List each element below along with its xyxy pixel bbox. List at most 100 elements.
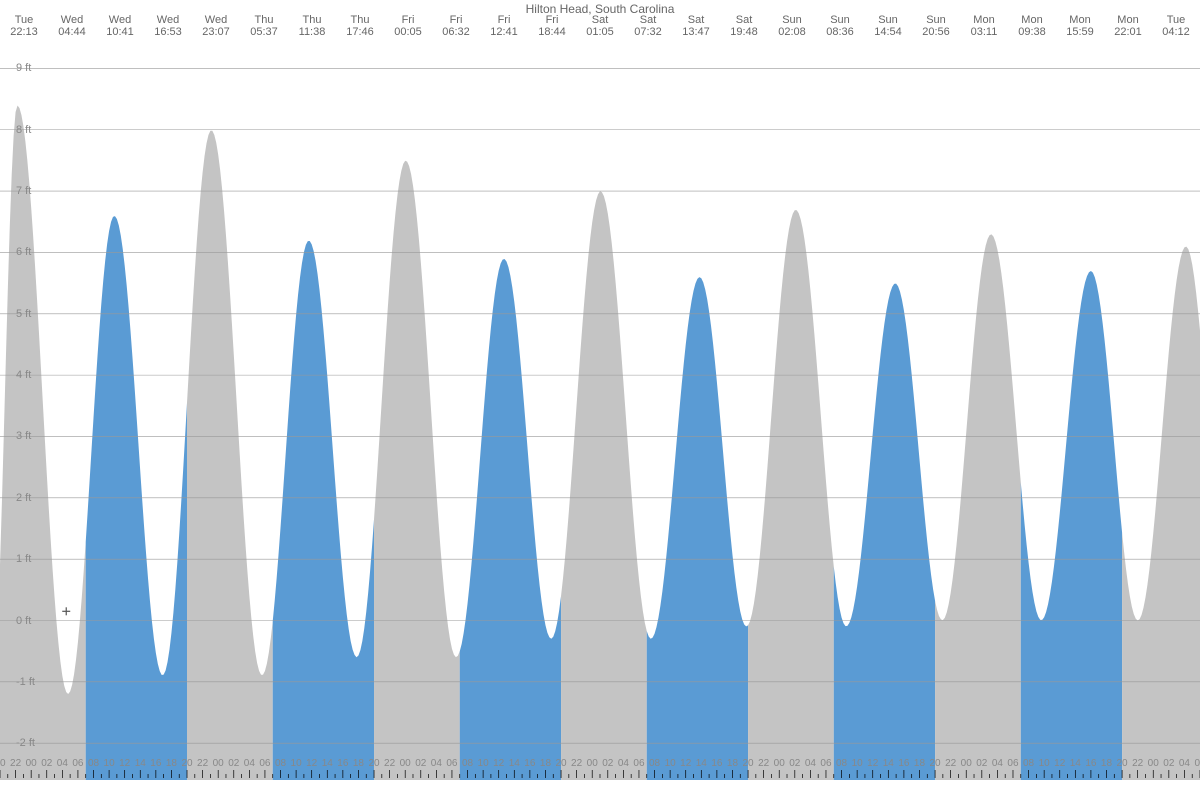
- x-tick-label: 08: [88, 758, 100, 769]
- x-tick-label: 10: [1039, 758, 1051, 769]
- x-tick-label: 02: [415, 758, 427, 769]
- header-event-day: Sat: [720, 14, 768, 26]
- header-event-time: 04:44: [48, 26, 96, 38]
- header-event: Wed16:53: [144, 14, 192, 38]
- header-event-day: Sun: [768, 14, 816, 26]
- x-tick-label: 00: [961, 758, 973, 769]
- x-tick-label: 22: [1132, 758, 1144, 769]
- header-event-time: 01:05: [576, 26, 624, 38]
- x-tick-label: 08: [836, 758, 848, 769]
- x-tick-label: 08: [462, 758, 474, 769]
- header-event-day: Thu: [336, 14, 384, 26]
- header-event: Wed10:41: [96, 14, 144, 38]
- header-event-day: Fri: [384, 14, 432, 26]
- x-tick-label: 04: [244, 758, 256, 769]
- header-event-time: 06:32: [432, 26, 480, 38]
- x-tick-label: 22: [384, 758, 396, 769]
- header-event-day: Sun: [816, 14, 864, 26]
- x-tick-label: 04: [57, 758, 69, 769]
- header-event: Fri18:44: [528, 14, 576, 38]
- y-tick-label: 4 ft: [16, 369, 31, 381]
- header-event-time: 18:44: [528, 26, 576, 38]
- x-tick-label: 10: [104, 758, 116, 769]
- header-event-day: Mon: [1104, 14, 1152, 26]
- tide-area-night: [561, 191, 647, 780]
- x-tick-label: 02: [1163, 758, 1175, 769]
- x-tick-label: 16: [711, 758, 723, 769]
- x-tick-label: 12: [493, 758, 505, 769]
- tide-area-night: [187, 131, 273, 780]
- x-tick-label: 20: [368, 758, 380, 769]
- header-event: Wed23:07: [192, 14, 240, 38]
- x-tick-label: 12: [119, 758, 131, 769]
- x-tick-label: 14: [696, 758, 708, 769]
- header-event-time: 09:38: [1008, 26, 1056, 38]
- header-event-day: Sun: [912, 14, 960, 26]
- x-tick-label: 16: [898, 758, 910, 769]
- header-event-day: Sun: [864, 14, 912, 26]
- x-tick-label: 02: [41, 758, 53, 769]
- x-tick-label: 14: [883, 758, 895, 769]
- x-tick-label: 16: [524, 758, 536, 769]
- y-tick-label: 8 ft: [16, 124, 31, 136]
- header-event: Thu11:38: [288, 14, 336, 38]
- header-event: Thu05:37: [240, 14, 288, 38]
- header-event-day: Sat: [624, 14, 672, 26]
- header-event-time: 15:59: [1056, 26, 1104, 38]
- x-tick-label: 06: [72, 758, 84, 769]
- x-tick-label: 00: [26, 758, 38, 769]
- header-event-time: 08:36: [816, 26, 864, 38]
- x-tick-label: 22: [197, 758, 209, 769]
- x-tick-label: 12: [306, 758, 318, 769]
- header-event-time: 05:37: [240, 26, 288, 38]
- header-event-day: Fri: [528, 14, 576, 26]
- tide-area-day: [834, 284, 935, 780]
- tide-chart: 2022000204060810121416182022000204060810…: [0, 50, 1200, 780]
- x-tick-label: 10: [291, 758, 303, 769]
- x-tick-label: 20: [742, 758, 754, 769]
- x-tick-label: 18: [1101, 758, 1113, 769]
- x-tick-label: 20: [181, 758, 193, 769]
- header-event-day: Mon: [1056, 14, 1104, 26]
- x-tick-label: 18: [540, 758, 552, 769]
- x-tick-label: 20: [1117, 758, 1129, 769]
- x-tick-label: 04: [618, 758, 630, 769]
- x-tick-label: 22: [945, 758, 957, 769]
- header-event-day: Sat: [672, 14, 720, 26]
- header-event: Sun08:36: [816, 14, 864, 38]
- x-tick-label: 14: [1070, 758, 1082, 769]
- x-tick-label: 02: [228, 758, 240, 769]
- header-event-time: 17:46: [336, 26, 384, 38]
- x-tick-label: 02: [602, 758, 614, 769]
- x-tick-label: 16: [337, 758, 349, 769]
- x-tick-label: 12: [867, 758, 879, 769]
- header-event-day: Sat: [576, 14, 624, 26]
- header-event: Sat19:48: [720, 14, 768, 38]
- header-event-time: 22:13: [0, 26, 48, 38]
- tide-area-night: [0, 105, 86, 780]
- x-tick-label: 18: [727, 758, 739, 769]
- header-event-time: 11:38: [288, 26, 336, 38]
- x-tick-label: 16: [1085, 758, 1097, 769]
- x-tick-label: 02: [976, 758, 988, 769]
- header-event: Thu17:46: [336, 14, 384, 38]
- x-tick-label: 20: [0, 758, 6, 769]
- tide-area-night: [748, 210, 834, 780]
- x-tick-label: 00: [1148, 758, 1160, 769]
- x-tick-label: 18: [166, 758, 178, 769]
- header-event-day: Fri: [480, 14, 528, 26]
- header-event-time: 23:07: [192, 26, 240, 38]
- header-event-time: 02:08: [768, 26, 816, 38]
- header-event: Mon03:11: [960, 14, 1008, 38]
- header-event: Sun14:54: [864, 14, 912, 38]
- x-tick-label: 04: [1179, 758, 1191, 769]
- x-tick-label: 06: [1007, 758, 1019, 769]
- header-event-day: Wed: [96, 14, 144, 26]
- header-event-row: Tue22:13 Wed04:44Wed10:41Wed16:53Wed23:07…: [0, 14, 1200, 44]
- y-tick-label: 0 ft: [16, 615, 31, 627]
- x-tick-label: 22: [571, 758, 583, 769]
- header-event-day: Tue: [0, 14, 48, 26]
- x-tick-label: 08: [1023, 758, 1035, 769]
- header-event: Sat13:47: [672, 14, 720, 38]
- header-event-day: Thu: [240, 14, 288, 26]
